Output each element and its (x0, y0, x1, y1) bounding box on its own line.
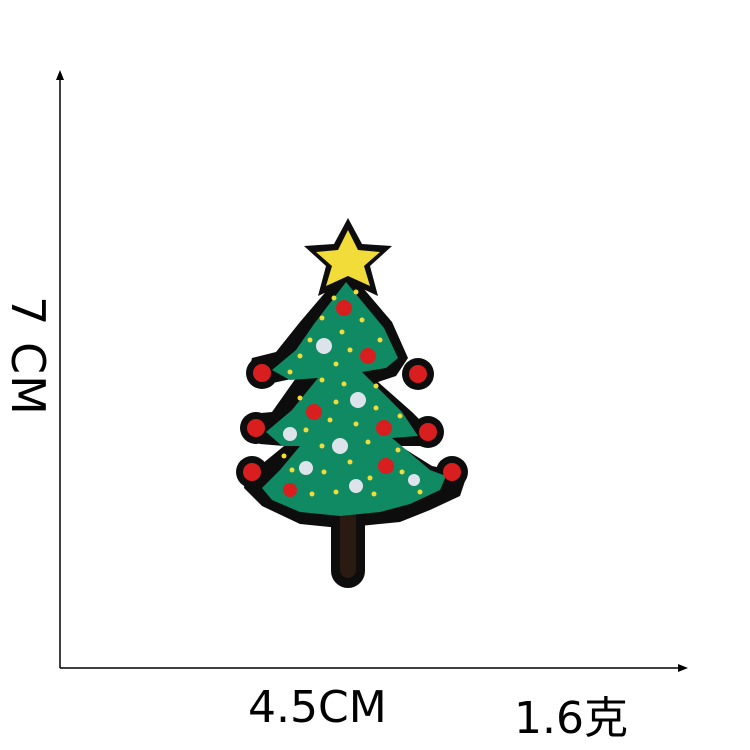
christmas-tree-patch-image (236, 218, 468, 588)
horizontal-axis (60, 664, 688, 672)
yellow-lights (281, 289, 423, 497)
height-label: 7 CM (1, 296, 55, 416)
white-ornaments (283, 338, 420, 493)
weight-label: 1.6克 (514, 693, 628, 744)
vertical-axis (56, 70, 64, 668)
tree-trunk (340, 498, 356, 578)
red-ornaments (243, 300, 461, 497)
star-topper (316, 230, 380, 286)
vertical-arrow-icon (56, 70, 64, 80)
horizontal-arrow-icon (678, 664, 688, 672)
width-label: 4.5CM (248, 682, 387, 733)
